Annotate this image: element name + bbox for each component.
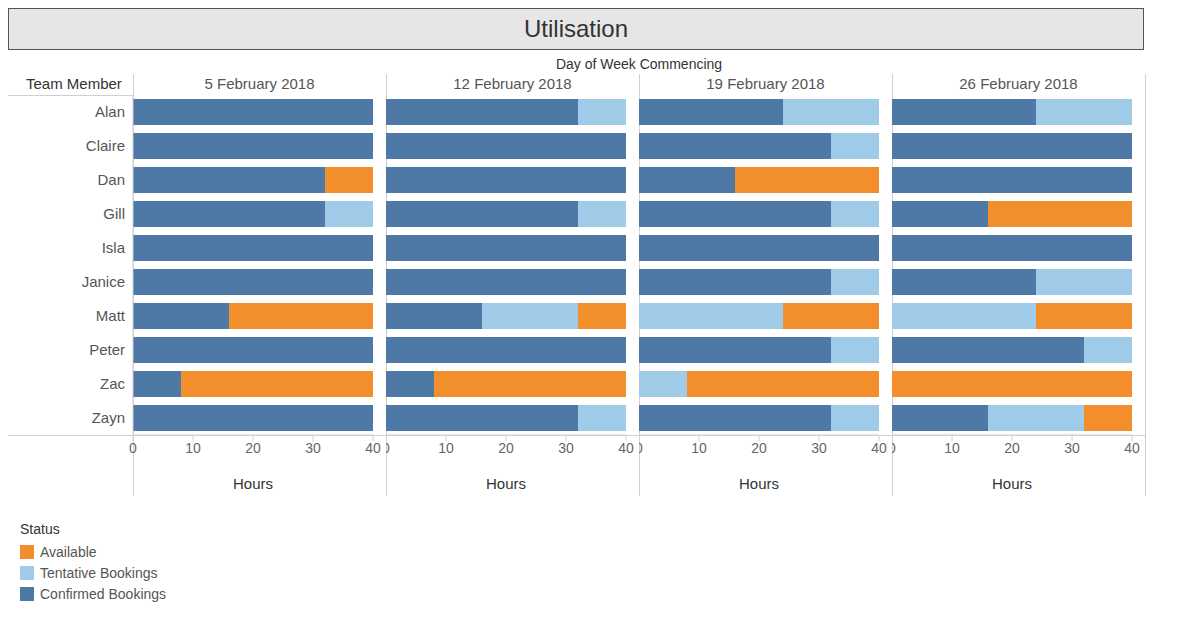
- svg-text:Matt: Matt: [96, 307, 126, 324]
- svg-text:30: 30: [1064, 440, 1080, 456]
- svg-text:Janice: Janice: [82, 273, 125, 290]
- svg-text:40: 40: [365, 440, 381, 456]
- svg-text:Claire: Claire: [86, 137, 125, 154]
- svg-text:Dan: Dan: [97, 171, 125, 188]
- svg-text:0: 0: [639, 440, 643, 456]
- svg-text:30: 30: [811, 440, 827, 456]
- html-text:Status: Status: [20, 521, 60, 537]
- svg-text:Alan: Alan: [95, 103, 125, 120]
- svg-text:10: 10: [185, 440, 201, 456]
- svg-text:40: 40: [618, 440, 634, 456]
- svg-text:Isla: Isla: [102, 239, 126, 256]
- svg-text:0: 0: [386, 440, 390, 456]
- html-text:Utilisation: Utilisation: [524, 15, 628, 42]
- svg-text:20: 20: [245, 440, 261, 456]
- html-text:12 February 2018: 12 February 2018: [453, 75, 572, 92]
- svg-text:Hours: Hours: [992, 475, 1032, 492]
- svg-text:Hours: Hours: [486, 475, 526, 492]
- svg-text:Zac: Zac: [100, 375, 126, 392]
- svg-text:10: 10: [944, 440, 960, 456]
- svg-text:20: 20: [1004, 440, 1020, 456]
- html-text:Confirmed Bookings: Confirmed Bookings: [40, 585, 167, 602]
- svg-text:40: 40: [1124, 440, 1140, 456]
- svg-text:Zayn: Zayn: [92, 409, 125, 426]
- html-text:19 February 2018: 19 February 2018: [706, 75, 825, 92]
- html-text:Day of Week Commencing: Day of Week Commencing: [555, 56, 723, 72]
- html-text:5 February 2018: 5 February 2018: [204, 75, 315, 92]
- html-text:Team Member: Team Member: [26, 75, 122, 92]
- html-text:26 February 2018: 26 February 2018: [959, 75, 1078, 92]
- svg-text:Peter: Peter: [89, 341, 125, 358]
- svg-text:30: 30: [558, 440, 574, 456]
- svg-text:0: 0: [129, 440, 137, 456]
- svg-text:10: 10: [691, 440, 707, 456]
- svg-text:0: 0: [892, 440, 896, 456]
- html-text:Tentative Bookings: Tentative Bookings: [40, 564, 158, 581]
- svg-text:10: 10: [438, 440, 454, 456]
- svg-text:Hours: Hours: [233, 475, 273, 492]
- svg-text:30: 30: [305, 440, 321, 456]
- svg-text:Hours: Hours: [739, 475, 779, 492]
- svg-text:20: 20: [751, 440, 767, 456]
- html-text:Available: Available: [40, 543, 97, 560]
- svg-text:40: 40: [871, 440, 887, 456]
- svg-text:20: 20: [498, 440, 514, 456]
- svg-text:Gill: Gill: [103, 205, 125, 222]
